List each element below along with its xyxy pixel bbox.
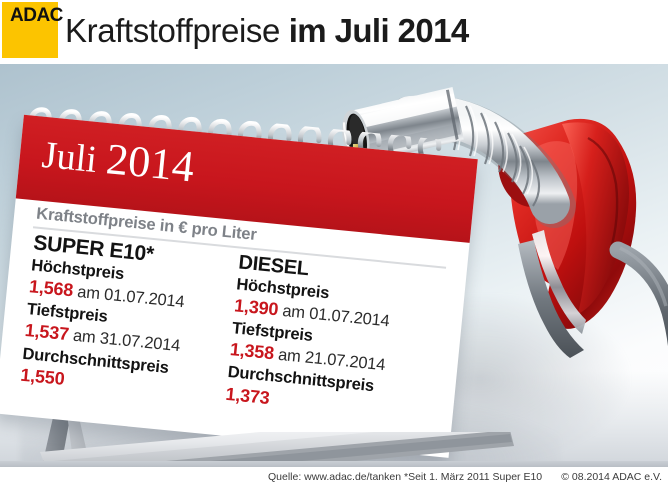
price-column-diesel: DIESEL Höchstpreis 1,390 am 01.07.2014 T…: [224, 251, 448, 427]
header-bar: ADAC Kraftstoffpreise im Juli 2014: [0, 0, 668, 64]
price-value: 1,390: [233, 295, 280, 320]
calendar-year: 2014: [104, 134, 197, 192]
illustration-stage: Juli 2014 Kraftstoffpreise in € pro Lite…: [0, 64, 668, 467]
price-value: 1,568: [28, 276, 75, 301]
calendar-sheet-rotated: Juli 2014 Kraftstoffpreise in € pro Lite…: [0, 107, 484, 467]
calendar-month: Juli: [40, 133, 109, 182]
page-title: Kraftstoffpreise im Juli 2014: [65, 12, 469, 50]
adac-logo-text: ADAC: [10, 5, 63, 26]
price-value: 1,537: [23, 320, 70, 345]
price-value: 1,358: [229, 339, 275, 364]
price-column-super-e10: SUPER E10* Höchstpreis 1,568 am 01.07.20…: [19, 231, 233, 408]
price-value: 1,373: [224, 383, 271, 408]
footer-bar: Quelle: www.adac.de/tanken *Seit 1. März…: [0, 467, 668, 489]
adac-logo: ADAC: [2, 2, 63, 58]
calendar-card: Juli 2014 Kraftstoffpreise in € pro Lite…: [0, 114, 478, 458]
price-value: 1,550: [19, 364, 66, 389]
page-title-regular: Kraftstoffpreise: [65, 12, 289, 49]
floor-edge-line: [0, 461, 668, 467]
desk-calendar: Juli 2014 Kraftstoffpreise in € pro Lite…: [0, 107, 516, 467]
copyright-note: © 08.2014 ADAC e.V.: [561, 471, 662, 483]
page-title-bold: im Juli 2014: [288, 12, 470, 49]
source-note: Quelle: www.adac.de/tanken *Seit 1. März…: [268, 471, 543, 483]
